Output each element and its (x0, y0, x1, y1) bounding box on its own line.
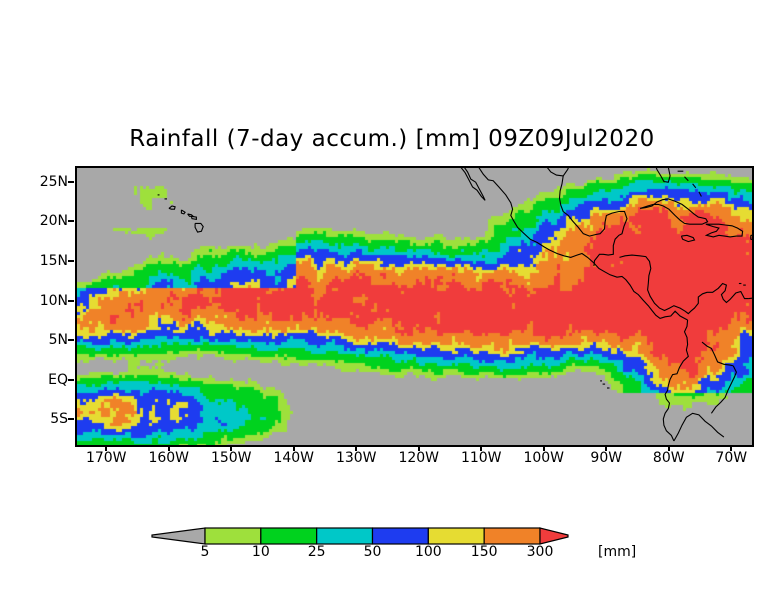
map-plot-area (75, 166, 754, 447)
colorbar-swatch (316, 527, 374, 545)
longitude-tick-mark (167, 445, 170, 451)
colorbar-swatch (483, 527, 541, 545)
colorbar: [mm] 5 10 25 50 100 150 300 (0, 520, 784, 570)
colorbar-tick-label: 10 (251, 544, 270, 560)
colorbar-tick-label: 25 (307, 544, 326, 560)
colorbar-tick-label: 50 (363, 544, 382, 560)
longitude-tick-mark (355, 445, 358, 451)
longitude-tick-mark (730, 445, 733, 451)
latitude-axis-ticks (0, 166, 75, 443)
longitude-tick-label: 150W (210, 450, 252, 466)
longitude-tick-label: 130W (335, 450, 377, 466)
longitude-tick-label: 80W (652, 450, 685, 466)
latitude-axis-labels: 25N 20N 15N 10N 5N EQ 5S (0, 166, 68, 443)
colorbar-tick-label: 5 (200, 544, 210, 560)
page-title: Rainfall (7-day accum.) [mm] 09Z09Jul202… (129, 126, 655, 152)
longitude-tick-mark (667, 445, 670, 451)
latitude-tick-mark (68, 259, 74, 262)
colorbar-unit-label: [mm] (598, 544, 637, 560)
latitude-tick-label: 15N (39, 252, 68, 269)
longitude-tick-mark (542, 445, 545, 451)
latitude-tick-mark (68, 418, 74, 421)
longitude-tick-label: 160W (148, 450, 190, 466)
latitude-tick-mark (68, 339, 74, 342)
longitude-tick-mark (605, 445, 608, 451)
longitude-tick-mark (480, 445, 483, 451)
latitude-tick-mark (68, 299, 74, 302)
latitude-tick-label: 20N (39, 213, 68, 230)
colorbar-tick-label: 100 (414, 544, 442, 560)
colorbar-swatches (151, 527, 569, 545)
longitude-tick-label: 110W (460, 450, 502, 466)
longitude-tick-label: 70W (715, 450, 748, 466)
colorbar-swatch (204, 527, 262, 545)
longitude-tick-mark (105, 445, 108, 451)
latitude-tick-mark (68, 378, 74, 381)
colorbar-tick-label: 150 (470, 544, 498, 560)
latitude-tick-label: 10N (39, 292, 68, 309)
latitude-tick-label: 5S (50, 411, 68, 428)
latitude-tick-label: 5N (48, 332, 68, 349)
longitude-tick-mark (292, 445, 295, 451)
longitude-tick-label: 90W (590, 450, 623, 466)
latitude-tick-label: EQ (48, 371, 68, 388)
colorbar-swatch (427, 527, 485, 545)
longitude-tick-label: 120W (398, 450, 440, 466)
colorbar-swatch (260, 527, 318, 545)
colorbar-swatch (151, 527, 206, 545)
colorbar-swatch (539, 527, 569, 545)
rainfall-raster (77, 168, 752, 445)
colorbar-tick-label: 300 (526, 544, 554, 560)
longitude-tick-mark (230, 445, 233, 451)
longitude-axis-ticks (0, 445, 784, 453)
latitude-tick-mark (68, 220, 74, 223)
longitude-tick-mark (417, 445, 420, 451)
latitude-tick-mark (68, 180, 74, 183)
latitude-tick-label: 25N (39, 173, 68, 190)
longitude-tick-label: 170W (85, 450, 127, 466)
longitude-tick-label: 100W (523, 450, 565, 466)
longitude-tick-label: 140W (273, 450, 315, 466)
colorbar-swatch (371, 527, 429, 545)
longitude-axis-labels: 170W 160W 150W 140W 130W 120W 110W 100W 90W 80W 70… (0, 450, 784, 472)
